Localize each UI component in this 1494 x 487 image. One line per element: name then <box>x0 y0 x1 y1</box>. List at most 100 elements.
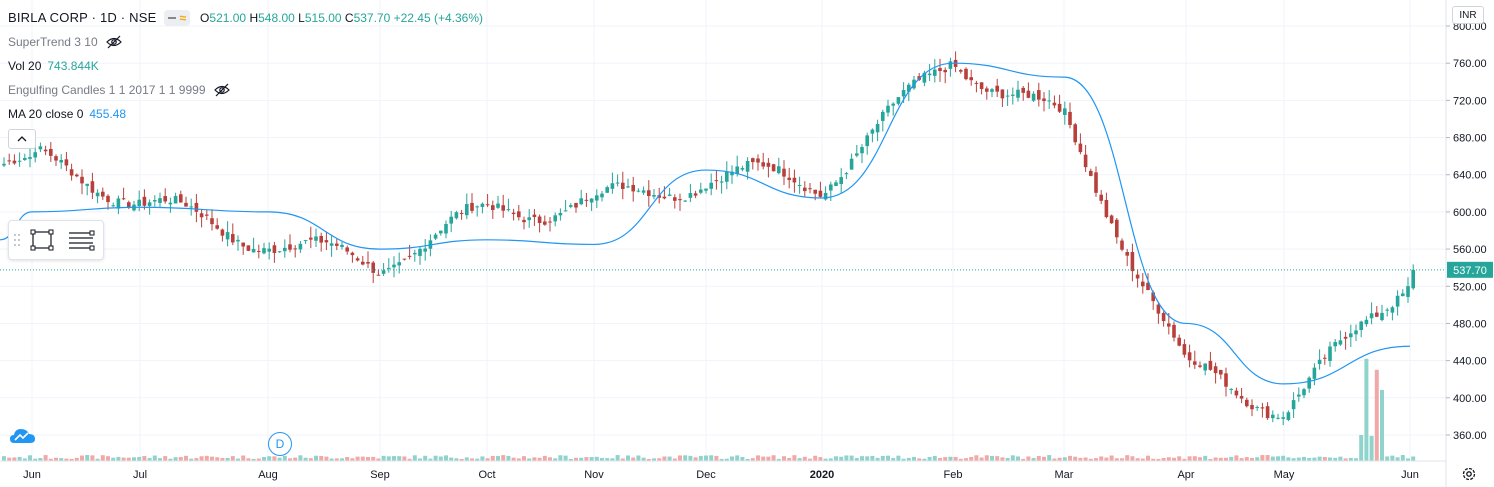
volume-bar <box>766 456 771 461</box>
y-tick-label: 480.00 <box>1453 318 1487 330</box>
volume-bar <box>74 457 79 461</box>
candle-body <box>855 153 859 156</box>
volume-bar <box>199 456 204 461</box>
candle-body <box>823 192 828 200</box>
rectangle-tool-icon[interactable] <box>28 226 56 254</box>
volume-bar <box>771 455 776 461</box>
volume-bar <box>834 456 838 461</box>
gear-icon[interactable] <box>1460 465 1478 483</box>
candle-body <box>766 162 771 167</box>
volume-bar <box>553 458 558 461</box>
volume-bar <box>1244 457 1249 461</box>
candle-body <box>735 166 739 174</box>
volume-bar <box>126 457 131 461</box>
candle-body <box>1354 330 1358 335</box>
candle-body <box>563 210 568 212</box>
candle-body <box>215 225 219 229</box>
candle-body <box>1364 319 1369 325</box>
volume-bar <box>605 458 610 461</box>
candle-body <box>683 200 687 202</box>
symbol-title[interactable]: BIRLA CORP · 1D · NSE <box>8 10 157 25</box>
candle-body <box>387 267 391 269</box>
candle-body <box>324 240 329 243</box>
candle-body <box>194 202 199 212</box>
volume-bar <box>631 457 636 461</box>
volume-bar <box>548 457 552 461</box>
volume-bar <box>376 458 381 461</box>
candle-body <box>1073 124 1077 143</box>
chart-status-pill[interactable]: ≈ <box>164 10 191 26</box>
volume-bar <box>875 457 880 461</box>
volume-bar <box>584 457 589 461</box>
volume-bar <box>1286 457 1291 461</box>
volume-bar <box>667 456 672 461</box>
volume-bar <box>38 458 43 461</box>
eye-off-icon[interactable] <box>105 35 122 49</box>
volume-bar <box>756 455 760 461</box>
volume-bar <box>168 458 173 461</box>
candle-body <box>1151 292 1155 302</box>
volume-bar <box>262 457 266 461</box>
dividend-marker[interactable]: D <box>268 432 292 456</box>
volume-bar <box>298 455 303 461</box>
candle-body <box>1099 194 1103 201</box>
candle-body <box>251 248 256 253</box>
candle-body <box>153 200 157 202</box>
candle-body <box>948 61 953 69</box>
candle-body <box>28 157 32 159</box>
candle-body <box>771 164 776 172</box>
volume-bar <box>1016 456 1020 461</box>
eye-off-icon[interactable] <box>213 83 230 97</box>
drag-handle-icon[interactable] <box>12 230 22 250</box>
volume-bar <box>1062 457 1067 461</box>
tradingview-cloud-icon[interactable] <box>8 425 38 449</box>
volume-bar <box>719 458 724 461</box>
volume-bar <box>1296 457 1301 461</box>
volume-bar <box>407 458 412 461</box>
candle-body <box>142 196 147 206</box>
indicator-volume[interactable]: Vol 20 743.844K <box>8 54 483 78</box>
volume-bar <box>542 455 547 461</box>
indicator-lines-icon[interactable] <box>66 226 96 254</box>
volume-bar <box>444 455 448 461</box>
candle-body <box>12 160 17 164</box>
volume-bar <box>277 457 282 461</box>
volume-bar <box>958 458 963 461</box>
candle-body <box>1213 366 1218 374</box>
candle-body <box>262 248 266 254</box>
volume-bar <box>1369 435 1374 461</box>
candle-body <box>101 191 105 197</box>
last-price-label: 537.70 <box>1453 265 1487 277</box>
indicator-ma[interactable]: MA 20 close 0 455.48 <box>8 102 483 126</box>
volume-bar <box>142 456 147 461</box>
volume-bar <box>558 455 563 461</box>
candle-body <box>1239 396 1244 399</box>
volume-bar <box>615 455 620 461</box>
volume-bar <box>241 455 246 461</box>
candle-body <box>1250 405 1254 410</box>
candle-body <box>834 182 838 186</box>
y-tick-label: 400.00 <box>1453 393 1487 405</box>
collapse-legend-button[interactable] <box>8 129 36 149</box>
y-tick-label: 360.00 <box>1453 430 1487 442</box>
volume-bar <box>735 455 740 461</box>
indicator-supertrend[interactable]: SuperTrend 3 10 <box>8 30 483 54</box>
volume-bar <box>1406 458 1410 461</box>
candle-body <box>813 189 817 194</box>
volume-bar <box>80 455 84 461</box>
volume-bar <box>932 455 937 461</box>
candle-body <box>459 212 464 214</box>
candle-body <box>1068 111 1072 125</box>
wave-icon: ≈ <box>179 11 187 25</box>
currency-button[interactable]: INR <box>1452 6 1484 24</box>
volume-bar <box>90 455 95 461</box>
candle-body <box>17 160 22 162</box>
volume-bar <box>54 457 58 461</box>
candle-body <box>943 69 947 73</box>
volume-bar <box>288 458 292 461</box>
candle-body <box>95 192 100 197</box>
indicator-engulfing[interactable]: Engulfing Candles 1 1 2017 1 1 9999 <box>8 78 483 102</box>
volume-bar <box>454 458 459 461</box>
candle-body <box>990 89 994 92</box>
x-tick-label: Apr <box>1177 469 1194 481</box>
